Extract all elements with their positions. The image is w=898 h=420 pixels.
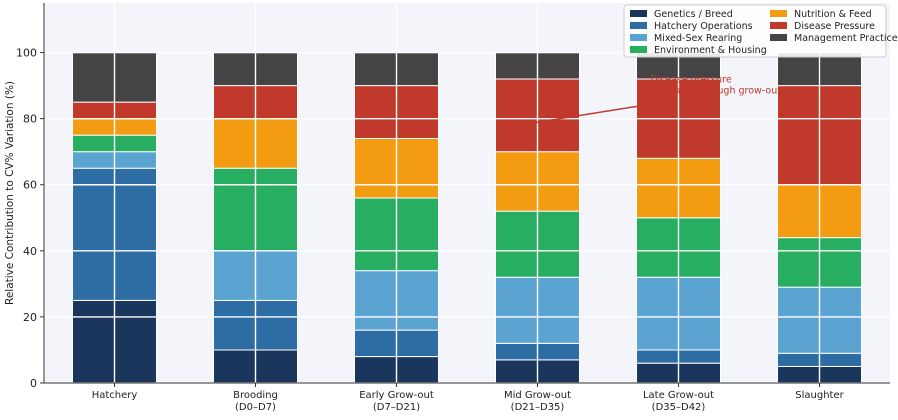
x-tick-label: Early Grow-out (D7–D21): [359, 390, 434, 413]
legend-entry-label: Mixed-Sex Rearing: [654, 33, 742, 44]
legend-swatch: [630, 34, 647, 41]
x-tick-label: Slaughter: [795, 390, 844, 401]
x-tick-label: Late Grow-out (D35–D42): [643, 390, 714, 413]
legend-entry-label: Hatchery Operations: [654, 21, 753, 32]
legend-swatch: [630, 22, 647, 29]
annotation-arrow: [497, 101, 663, 130]
x-tick-label: Mid Grow-out (D21–D35): [504, 390, 571, 413]
y-tick-label: 60: [23, 179, 37, 192]
legend-entry-label: Nutrition & Feed: [794, 9, 872, 20]
y-tick-label: 0: [30, 377, 37, 390]
legend-swatch: [770, 22, 787, 29]
x-tick-label: Brooding (D0–D7): [233, 390, 278, 413]
plot-area: [44, 3, 890, 383]
legend-swatch: [630, 10, 647, 17]
axes-layer: 0 20 40 60 80 100 Hatchery Brooding (D0–D7) Early…: [16, 3, 890, 413]
legend-box: [623, 4, 887, 58]
legend-entry-label: Genetics / Breed: [654, 9, 733, 20]
y-tick-label: 40: [23, 245, 37, 258]
annotation-text: Disease pressure escalates through grow-o…: [650, 74, 781, 96]
legend-swatch: [630, 46, 647, 53]
x-tick-label: Hatchery: [92, 390, 138, 401]
legend-swatch: [770, 34, 787, 41]
legend-entry-label: Management Practices: [794, 33, 898, 44]
y-tick-label: 100: [16, 47, 37, 60]
legend-entry-label: Environment & Housing: [654, 45, 767, 56]
annotation-layer: Disease pressure escalates through grow-o…: [497, 74, 781, 130]
y-axis-label: Relative Contribution to CV% Variation (…: [4, 81, 16, 305]
y-tick-label: 80: [23, 113, 37, 126]
y-tick-label: 20: [23, 311, 37, 324]
legend-entry-label: Disease Pressure: [794, 21, 875, 32]
legend-swatch: [770, 10, 787, 17]
